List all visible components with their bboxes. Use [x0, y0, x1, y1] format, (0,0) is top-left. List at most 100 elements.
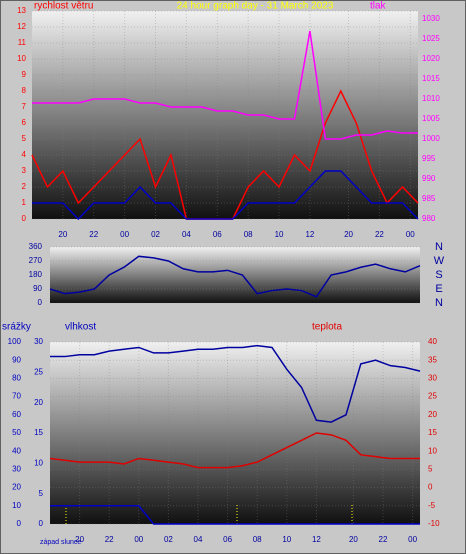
y-tick-label: 0 [17, 519, 22, 528]
y2-tick-label: S [435, 269, 442, 281]
y-tick-label: 12 [17, 22, 26, 31]
y2-tick-label: 1000 [422, 134, 440, 143]
y2-tick-label: 40 [428, 337, 437, 346]
y2-tick-label: 1020 [422, 54, 440, 63]
axis-label: teplota [312, 322, 342, 333]
y2-tick-label: 30 [428, 374, 437, 383]
y2-tick-label: 1005 [422, 114, 440, 123]
annotation: západ slunce [40, 539, 81, 546]
y-tick-label: 80 [12, 374, 21, 383]
y2-tick-label: 20 [428, 410, 437, 419]
series-line [50, 505, 420, 525]
axis-label: srážky [2, 322, 31, 333]
y-tick-label: 50 [12, 428, 21, 437]
x-tick-label: 04 [194, 535, 203, 544]
y-tick-label: 9 [22, 70, 27, 79]
x-tick-label: 20 [344, 230, 353, 239]
y2-tick-label: 5 [428, 465, 433, 474]
y-tick-label: 70 [12, 392, 21, 401]
y2-tick-label: 1030 [422, 14, 440, 23]
y-tick-label: 2 [22, 182, 27, 191]
y3-tick-label: 0 [39, 519, 44, 528]
x-tick-label: 22 [89, 230, 98, 239]
x-tick-label: 10 [282, 535, 291, 544]
x-tick-label: 20 [75, 535, 84, 544]
y-tick-label: 30 [12, 465, 21, 474]
y-tick-label: 100 [8, 337, 22, 346]
x-tick-label: 22 [105, 535, 114, 544]
y-tick-label: 10 [17, 54, 26, 63]
y-tick-label: 11 [18, 38, 27, 47]
y-tick-label: 13 [17, 6, 26, 15]
y-tick-label: 3 [22, 166, 27, 175]
x-tick-label: 00 [408, 535, 417, 544]
y2-tick-label: 985 [422, 194, 436, 203]
series-line [32, 30, 418, 140]
y2-tick-label: 15 [428, 428, 437, 437]
y-tick-label: 5 [22, 134, 27, 143]
y2-tick-label: 10 [428, 446, 437, 455]
x-tick-label: 22 [375, 230, 384, 239]
axis-label: rychlost větru [34, 1, 93, 12]
y2-tick-label: 1015 [422, 74, 440, 83]
y-tick-label: 1 [22, 198, 27, 207]
y-tick-label: 7 [22, 102, 27, 111]
x-tick-label: 02 [164, 535, 173, 544]
plot-area [50, 342, 420, 524]
x-tick-label: 08 [253, 535, 262, 544]
y-tick-label: 6 [22, 118, 27, 127]
y2-tick-label: 35 [428, 355, 437, 364]
y2-tick-label: 995 [422, 154, 436, 163]
y-tick-label: 90 [12, 355, 21, 364]
y2-tick-label: 0 [428, 483, 433, 492]
y2-tick-label: 980 [422, 214, 436, 223]
x-tick-label: 06 [213, 230, 222, 239]
y-tick-label: 90 [33, 284, 42, 293]
y3-tick-label: 25 [34, 367, 43, 376]
x-tick-label: 20 [349, 535, 358, 544]
y2-tick-label: 1010 [422, 94, 440, 103]
y-tick-label: 10 [12, 501, 21, 510]
series-line [49, 255, 421, 298]
y-tick-label: 0 [22, 214, 27, 223]
x-tick-label: 02 [151, 230, 160, 239]
x-tick-label: 08 [244, 230, 253, 239]
x-tick-label: 12 [305, 230, 314, 239]
axis-label: vlhkost [65, 322, 96, 333]
series-line [49, 432, 420, 469]
x-tick-label: 00 [134, 535, 143, 544]
series-line [50, 344, 421, 423]
y-tick-label: 360 [29, 242, 43, 251]
y-tick-label: 270 [29, 256, 43, 265]
x-tick-label: 20 [58, 230, 67, 239]
x-tick-label: 22 [379, 535, 388, 544]
y3-tick-label: 5 [39, 489, 44, 498]
y3-tick-label: 10 [34, 458, 43, 467]
y-tick-label: 4 [22, 150, 27, 159]
axis-label: tlak [370, 1, 387, 12]
y2-tick-label: -10 [428, 519, 440, 528]
x-tick-label: 12 [312, 535, 321, 544]
series-line [32, 170, 419, 221]
x-tick-label: 00 [120, 230, 129, 239]
y-tick-label: 8 [22, 86, 27, 95]
y3-tick-label: 15 [34, 428, 43, 437]
chart-title: 24 hour graph day - 31 March 2023 [177, 1, 334, 12]
y2-tick-label: -5 [428, 501, 436, 510]
y-tick-label: 60 [12, 410, 21, 419]
x-tick-label: 04 [182, 230, 191, 239]
x-tick-label: 00 [406, 230, 415, 239]
y-tick-label: 40 [12, 446, 21, 455]
plot-area [50, 247, 420, 303]
y2-tick-label: N [435, 297, 443, 309]
y-tick-label: 180 [29, 270, 43, 279]
y-tick-label: 0 [38, 298, 43, 307]
plot-area [32, 11, 418, 219]
y2-tick-label: N [435, 241, 443, 253]
y3-tick-label: 20 [34, 398, 43, 407]
y3-tick-label: 30 [34, 337, 43, 346]
y2-tick-label: 1025 [422, 34, 440, 43]
y2-tick-label: 25 [428, 392, 437, 401]
